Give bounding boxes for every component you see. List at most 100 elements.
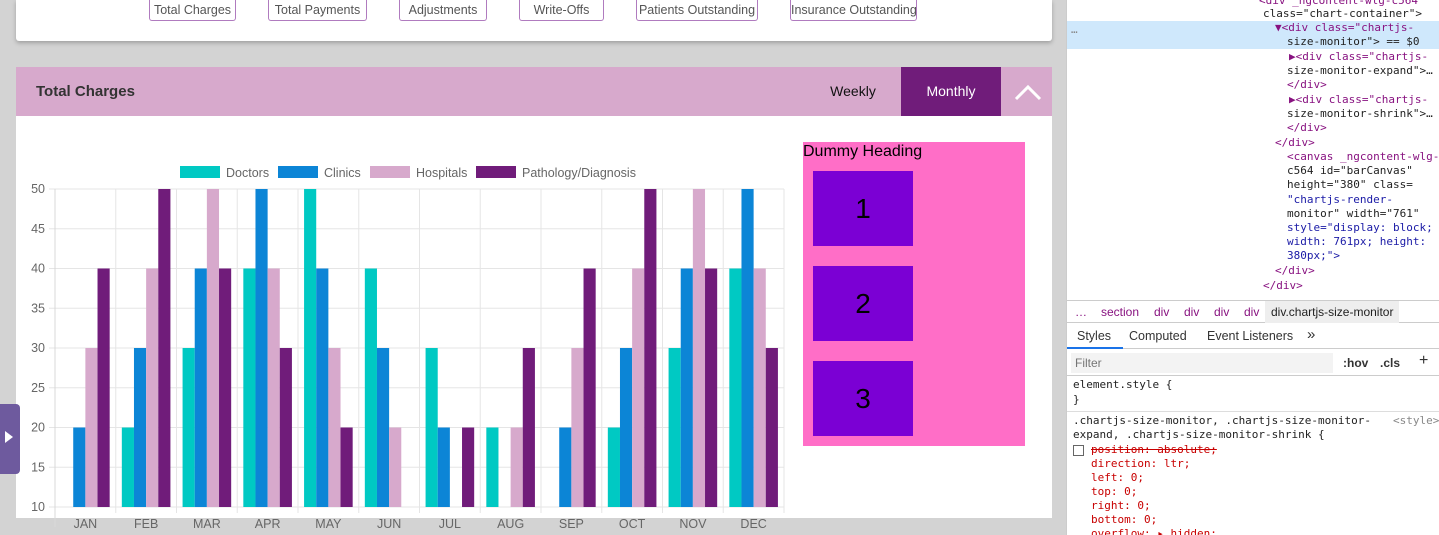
x-tick-label: SEP [559, 517, 584, 531]
dom-line[interactable]: monitor" width="761" [1287, 207, 1420, 220]
css-brace: } [1073, 393, 1080, 406]
tab-event-listeners[interactable]: Event Listeners [1207, 329, 1294, 343]
y-tick-label: 30 [31, 341, 45, 355]
breadcrumb: … section div div div div div.chartjs-si… [1067, 300, 1439, 323]
breadcrumb-item[interactable]: div [1154, 305, 1170, 319]
dom-line[interactable]: ▼<div class="chartjs- [1275, 21, 1415, 34]
breadcrumb-item[interactable]: div [1184, 305, 1200, 319]
dom-line[interactable]: size-monitor"> == $0 [1287, 35, 1420, 48]
dom-line[interactable]: ▶<div class="chartjs- [1289, 50, 1429, 63]
bar-clinics-oct [619, 348, 633, 507]
bar-doctors-jul [425, 348, 438, 507]
dom-line[interactable]: </div> [1275, 264, 1315, 277]
dom-line[interactable]: </div> [1263, 279, 1303, 292]
bar-hospitals-apr [267, 268, 280, 507]
dom-line[interactable]: width: 761px; height: [1287, 235, 1427, 248]
side-heading: Dummy Heading [803, 143, 923, 160]
y-tick-label: 20 [31, 421, 45, 435]
y-tick-label: 35 [31, 301, 45, 315]
dom-line[interactable]: c564 id="barCanvas" [1287, 164, 1413, 177]
more-tabs-button[interactable]: » [1307, 326, 1316, 343]
legend-label: Clinics [324, 166, 361, 180]
hov-toggle[interactable]: :hov [1343, 356, 1369, 370]
bar-hospitals-oct [632, 268, 645, 507]
filter-insurance-outstanding[interactable]: Insurance Outstanding [790, 0, 917, 21]
dom-line[interactable]: ▶<div class="chartjs- [1289, 93, 1429, 106]
dom-line[interactable]: size-monitor-expand">… [1287, 64, 1433, 77]
bar-clinics-jan [73, 427, 86, 507]
play-icon [5, 431, 13, 443]
bar-clinics-sep [559, 427, 572, 507]
bar-hospitals-jun [389, 427, 402, 507]
side-item-1: 1 [813, 171, 913, 246]
dom-line[interactable]: size-monitor-shrink">… [1287, 107, 1433, 120]
selected-dom-node[interactable] [1067, 21, 1439, 49]
dom-line[interactable]: 380px;"> [1287, 249, 1340, 262]
filter-total-charges[interactable]: Total Charges [149, 0, 236, 21]
y-tick-label: 25 [31, 381, 45, 395]
bar-hospitals-nov [692, 189, 706, 507]
bar-doctors-apr [243, 268, 256, 507]
css-property[interactable]: position: absolute; [1091, 443, 1217, 456]
property-checkbox[interactable] [1073, 445, 1084, 456]
add-rule-button[interactable]: + [1419, 352, 1429, 369]
css-selector[interactable]: element.style { [1073, 378, 1173, 391]
dom-line[interactable]: class="chart-container"> [1263, 7, 1422, 20]
tab-active-indicator [1067, 323, 1123, 349]
styles-filter-input[interactable] [1071, 353, 1333, 373]
tab-weekly[interactable]: Weekly [830, 83, 876, 99]
bar-hospitals-sep [571, 348, 584, 507]
breadcrumb-item[interactable]: div [1214, 305, 1230, 319]
y-tick-label: 10 [31, 500, 45, 514]
bar-hospitals-aug [510, 427, 523, 507]
dom-ellipsis[interactable]: … [1071, 23, 1078, 36]
x-tick-label: JAN [74, 517, 98, 531]
style-source-link[interactable]: <style> [1393, 414, 1439, 427]
collapse-button[interactable] [1010, 75, 1046, 109]
dom-line[interactable]: height="380" class= [1287, 178, 1413, 191]
dom-line[interactable]: </div> [1287, 78, 1327, 91]
filter-adjustments[interactable]: Adjustments [399, 0, 487, 21]
dom-line[interactable]: </div> [1275, 136, 1315, 149]
css-selector[interactable]: expand, .chartjs-size-monitor-shrink { [1073, 428, 1325, 441]
sidebar-toggle-button[interactable] [0, 404, 20, 474]
bar-hospitals-mar [206, 189, 220, 507]
bar-clinics-apr [255, 189, 268, 507]
bar-hospitals-dec [753, 268, 766, 507]
css-property[interactable]: right: 0; [1091, 499, 1151, 512]
dom-line[interactable]: style="display: block; [1287, 221, 1433, 234]
legend-label: Doctors [226, 166, 269, 180]
filter-write-offs[interactable]: Write-Offs [519, 0, 604, 21]
bar-pathology-diagnosis-dec [765, 348, 778, 507]
tab-styles[interactable]: Styles [1077, 329, 1112, 343]
dom-line[interactable]: "chartjs-render- [1287, 193, 1393, 206]
tab-monthly[interactable]: Monthly [901, 67, 1001, 116]
dom-line[interactable]: <div _ngcontent-wlg-c564 [1259, 0, 1418, 7]
cls-toggle[interactable]: .cls [1380, 356, 1401, 370]
bar-clinics-jul [437, 427, 450, 507]
chevron-up-icon [1014, 84, 1042, 101]
css-property[interactable]: overflow: ▸ hidden; [1091, 527, 1217, 535]
side-item-2: 2 [813, 266, 913, 341]
filter-patients-outstanding[interactable]: Patients Outstanding [636, 0, 758, 21]
breadcrumb-item[interactable]: section [1101, 305, 1140, 319]
x-tick-label: JUN [377, 517, 401, 531]
bar-pathology-diagnosis-apr [279, 348, 292, 507]
css-property[interactable]: direction: ltr; [1091, 457, 1191, 470]
filter-total-payments[interactable]: Total Payments [268, 0, 367, 21]
breadcrumb-active[interactable]: div.chartjs-size-monitor [1265, 301, 1400, 323]
css-property[interactable]: bottom: 0; [1091, 513, 1158, 526]
css-property[interactable]: top: 0; [1091, 485, 1138, 498]
bar-pathology-diagnosis-aug [522, 348, 535, 507]
breadcrumb-item[interactable]: div [1244, 305, 1260, 319]
dom-line[interactable]: </div> [1287, 121, 1327, 134]
legend-label: Hospitals [416, 166, 467, 180]
legend-swatch [370, 166, 410, 178]
breadcrumb-ellipsis[interactable]: … [1075, 305, 1087, 319]
css-selector[interactable]: .chartjs-size-monitor, .chartjs-size-mon… [1073, 414, 1372, 427]
bar-chart: 10 15 20 25 30 35 40 45 50 JAN FEB MAR APR MAY JUN JUL A… [31, 166, 785, 531]
css-property[interactable]: left: 0; [1091, 471, 1144, 484]
bar-clinics-may [316, 268, 329, 507]
dom-line[interactable]: <canvas _ngcontent-wlg- [1287, 150, 1439, 163]
tab-computed[interactable]: Computed [1129, 329, 1187, 343]
